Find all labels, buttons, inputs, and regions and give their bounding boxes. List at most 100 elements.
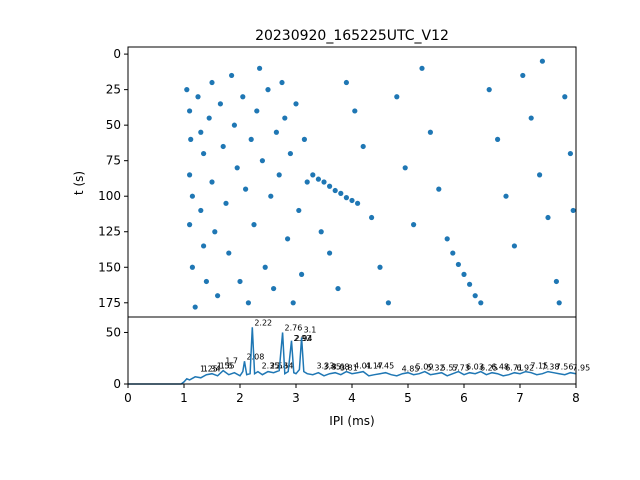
scatter-point: [335, 285, 341, 292]
scatter-point: [567, 150, 574, 157]
scatter-point: [539, 58, 546, 64]
peak-label: 1.55: [217, 362, 235, 371]
scatter-point: [478, 300, 484, 306]
scatter-point: [411, 222, 417, 228]
scatter-point: [562, 94, 568, 100]
peak-label: 4.01: [354, 362, 372, 371]
chart-title: 20230920_165225UTC_V12: [255, 28, 449, 44]
scatter-point: [352, 108, 358, 114]
scatter-point: [237, 278, 243, 285]
peak-label: 2.94: [295, 334, 313, 343]
scatter-point: [187, 108, 193, 114]
scatter-point: [276, 172, 282, 178]
scatter-point: [299, 271, 305, 277]
scatter-point: [220, 143, 226, 150]
peak-label: 2.08: [246, 352, 264, 361]
scatter-point: [360, 143, 366, 150]
scatter-point: [187, 172, 193, 178]
peak-label: 5.09: [416, 363, 434, 372]
scatter-point: [282, 115, 288, 121]
bottom-x-axis-label: IPI (ms): [329, 414, 374, 428]
scatter-point: [254, 108, 260, 114]
top-y-axis-label: t (s): [72, 171, 86, 195]
scatter-point: [206, 115, 212, 121]
scatter-point: [315, 176, 321, 182]
scatter-point: [209, 179, 215, 185]
peak-label: 1.6: [220, 362, 233, 371]
scatter-point: [203, 278, 209, 285]
scatter-point: [343, 79, 349, 86]
x-tick-label: 6: [460, 391, 468, 405]
x-tick-label: 1: [180, 391, 188, 405]
bottom-y-ticks: 0 50: [106, 325, 128, 391]
peak-label: 3.68: [332, 363, 350, 372]
scatter-point: [290, 300, 296, 306]
scatter-point: [327, 250, 333, 256]
histogram-line: [128, 327, 577, 385]
scatter-point: [467, 281, 473, 287]
peak-label: 7.38: [542, 363, 560, 372]
peak-label: 5.57: [441, 364, 459, 373]
scatter-point: [461, 271, 467, 277]
scatter-point: [419, 65, 425, 71]
peak-label: 4.45: [376, 362, 394, 371]
scatter-point: [223, 200, 229, 206]
scatter-point: [285, 236, 291, 242]
peak-label: 3.1: [304, 326, 317, 335]
scatter-point: [189, 193, 195, 199]
bottom-x-ticks: 0 1 2 3 4 5 6 7 8: [124, 384, 580, 405]
scatter-point: [201, 243, 207, 249]
scatter-point: [545, 214, 551, 221]
peak-label: 7.15: [530, 362, 548, 371]
scatter-point: [234, 165, 240, 171]
scatter-point: [343, 195, 349, 201]
y-tick-label: 75: [106, 154, 121, 168]
scatter-point: [385, 300, 391, 306]
peak-label: 5.32: [427, 364, 445, 373]
scatter-point: [268, 193, 274, 199]
scatter-point: [271, 285, 277, 292]
y-tick-label: 50: [106, 118, 121, 132]
scatter-point: [245, 300, 251, 306]
scatter-point: [520, 72, 526, 79]
scatter-point: [486, 87, 492, 93]
scatter-point: [338, 190, 344, 196]
scatter-point: [215, 293, 221, 299]
y-tick-label: 175: [98, 296, 121, 310]
scatter-point: [349, 197, 355, 204]
peak-label: 6.03: [466, 363, 484, 372]
scatter-point: [189, 264, 195, 270]
scatter-point: [355, 200, 361, 206]
scatter-point: [212, 229, 218, 235]
scatter-point: [327, 183, 333, 189]
y-tick-label: 0: [113, 47, 121, 61]
scatter-point: [332, 187, 338, 194]
x-tick-label: 4: [348, 391, 356, 405]
peak-label: 6.92: [516, 364, 534, 373]
peak-label: 1.25: [200, 365, 218, 374]
scatter-point: [248, 136, 254, 142]
scatter-point: [209, 79, 215, 86]
scatter-point: [455, 261, 461, 268]
peak-label: 6.25: [480, 364, 498, 373]
peak-label: 6.71: [505, 364, 523, 373]
scatter-point: [310, 172, 316, 178]
scatter-point: [436, 186, 442, 192]
peak-label: 1.34: [203, 365, 221, 374]
peak-label: 7.56: [556, 363, 574, 372]
scatter-point: [369, 214, 375, 221]
scatter-point: [495, 136, 501, 142]
scatter-point: [226, 250, 232, 256]
scatter-point: [279, 79, 285, 86]
x-tick-label: 0: [124, 391, 132, 405]
scatter-point: [217, 101, 223, 107]
peak-label: 3.81: [340, 364, 358, 373]
scatter-point: [570, 207, 576, 214]
scatter-point: [198, 207, 204, 214]
scatter-point: [231, 122, 237, 128]
scatter-point: [402, 165, 408, 171]
scatter-point: [427, 129, 433, 135]
scatter-point: [184, 87, 190, 93]
